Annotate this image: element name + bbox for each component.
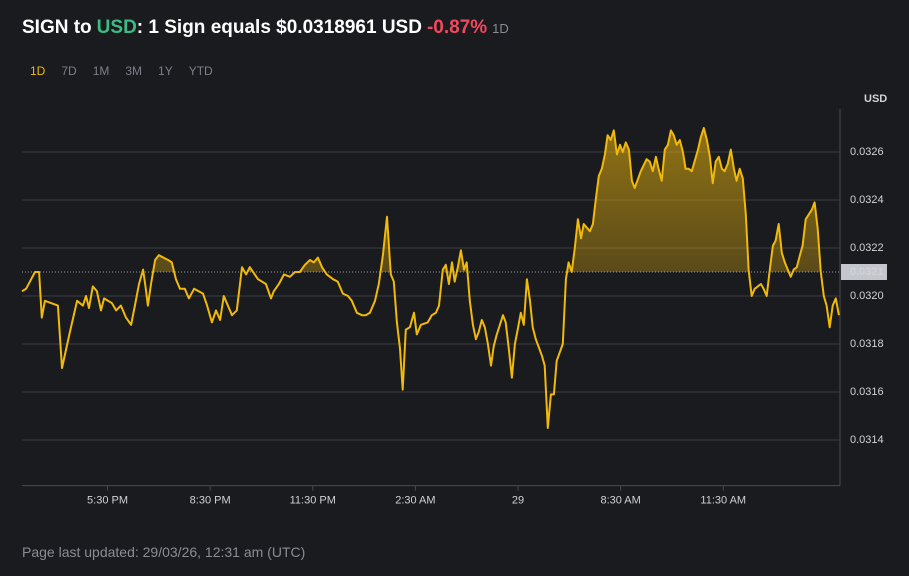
last-updated: Page last updated: 29/03/26, 12:31 am (U… (22, 544, 306, 560)
title-change: -0.87% (426, 17, 488, 38)
range-button[interactable]: 1D (30, 64, 46, 78)
reference-label-bg (841, 264, 887, 280)
range-button[interactable]: 1M (92, 64, 110, 78)
price-line (21, 127, 840, 429)
reference-label: 0.0321 (850, 266, 884, 278)
area (22, 128, 839, 272)
title-part: : 1 Sign equals $0.0318961 USD (136, 17, 422, 38)
y-tick-label: 0.0314 (850, 434, 884, 446)
y-axis-label: USD (864, 93, 887, 105)
y-tick-label: 0.0318 (850, 338, 884, 350)
range-selector: 1D 7D 1M 3M 1Y YTD (22, 62, 221, 80)
x-tick-label: 8:30 PM (190, 495, 231, 507)
y-tick-label: 0.0322 (850, 242, 884, 254)
title-currency: USD (96, 17, 137, 38)
x-tick-label: 29 (512, 495, 524, 507)
title-period: 1D (492, 21, 509, 36)
range-button[interactable]: 3M (125, 64, 143, 78)
x-tick-label: 11:30 PM (290, 495, 336, 507)
title-part: SIGN to (22, 17, 92, 38)
title: SIGN to USD: 1 Sign equals $0.0318961 USD… (22, 17, 509, 39)
range-button[interactable]: 7D (61, 64, 77, 78)
x-tick-label: 2:30 AM (395, 495, 435, 507)
x-tick-label: 8:30 AM (600, 495, 640, 507)
x-tick-label: 11:30 AM (700, 495, 746, 507)
y-tick-label: 0.0324 (850, 194, 884, 206)
range-button[interactable]: YTD (188, 64, 213, 78)
y-tick-label: 0.0316 (850, 386, 884, 398)
y-tick-label: 0.0326 (850, 146, 884, 158)
y-tick-label: 0.0320 (850, 290, 884, 302)
range-button[interactable]: 1Y (158, 64, 173, 78)
x-tick-label: 5:30 PM (87, 495, 128, 507)
